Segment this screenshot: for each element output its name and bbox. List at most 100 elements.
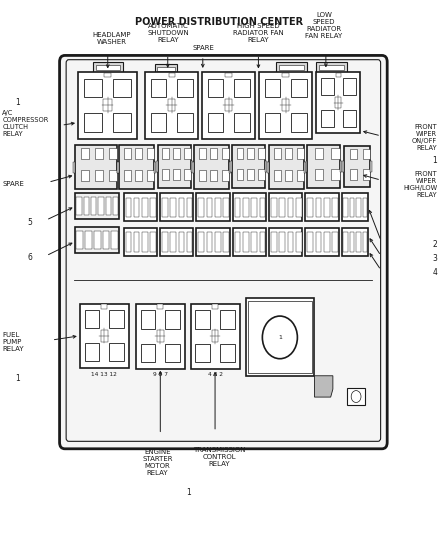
Bar (157, 330, 164, 342)
Bar (141, 310, 155, 328)
Text: 6: 6 (27, 254, 32, 262)
Bar (316, 198, 321, 217)
Bar (265, 78, 280, 97)
Text: 4: 4 (432, 269, 437, 277)
Bar (258, 148, 265, 159)
Bar (363, 232, 367, 252)
Bar (332, 232, 338, 252)
Bar (126, 198, 131, 217)
Bar (305, 161, 307, 172)
Bar (75, 227, 119, 253)
FancyBboxPatch shape (60, 55, 387, 449)
Bar (296, 198, 301, 217)
Bar (234, 78, 250, 97)
Bar (269, 228, 302, 256)
Text: 2: 2 (432, 240, 437, 248)
Bar (296, 232, 301, 252)
Bar (237, 169, 243, 180)
Bar (184, 148, 191, 159)
Bar (237, 148, 243, 159)
Bar (208, 114, 223, 132)
Bar (124, 171, 131, 181)
Bar (314, 169, 323, 180)
Bar (342, 228, 368, 256)
Bar (225, 99, 232, 111)
Bar (85, 343, 99, 361)
Bar (260, 232, 265, 252)
Bar (151, 114, 166, 132)
Bar (288, 232, 293, 252)
Bar (357, 232, 361, 252)
Text: 14 13 12: 14 13 12 (91, 372, 117, 376)
Bar (357, 198, 361, 217)
Bar (269, 145, 304, 189)
Bar (247, 148, 254, 159)
Bar (109, 148, 117, 159)
Text: 3: 3 (432, 254, 437, 263)
Bar (195, 310, 210, 328)
Bar (85, 230, 92, 249)
Bar (259, 72, 312, 139)
Bar (199, 171, 206, 181)
Bar (321, 110, 334, 127)
Bar (124, 228, 157, 256)
Bar (343, 110, 356, 127)
Bar (135, 171, 142, 181)
Bar (94, 230, 101, 249)
Text: SPARE: SPARE (193, 45, 215, 51)
Bar (212, 330, 219, 342)
Bar (134, 232, 139, 252)
Bar (220, 310, 235, 328)
Bar (168, 99, 175, 111)
Bar (98, 197, 103, 215)
Bar (324, 198, 329, 217)
Bar (154, 162, 156, 173)
Bar (282, 99, 289, 111)
Bar (177, 114, 193, 132)
Bar (343, 78, 356, 95)
Circle shape (262, 316, 297, 359)
Bar (223, 232, 229, 252)
Text: FRONT
WIPER
ON/OFF
RELAY: FRONT WIPER ON/OFF RELAY (412, 124, 437, 151)
Bar (155, 64, 177, 73)
Bar (291, 78, 307, 97)
Bar (162, 169, 169, 180)
Bar (336, 72, 341, 77)
Bar (226, 72, 232, 77)
Text: HIGH SPEED
RADIATOR FAN
RELAY: HIGH SPEED RADIATOR FAN RELAY (233, 22, 284, 43)
Bar (177, 78, 193, 97)
Bar (147, 148, 154, 159)
Bar (109, 171, 117, 181)
Bar (285, 148, 292, 159)
Text: TRANSMISSION
CONTROL
RELAY: TRANSMISSION CONTROL RELAY (193, 447, 245, 467)
Text: 1: 1 (278, 335, 282, 340)
Bar (279, 232, 285, 252)
Bar (160, 228, 193, 256)
Bar (343, 198, 348, 217)
Bar (84, 114, 102, 132)
Bar (350, 149, 357, 159)
Bar (195, 344, 210, 362)
Bar (271, 232, 276, 252)
Bar (113, 78, 131, 97)
Bar (230, 161, 232, 172)
Bar (162, 198, 167, 217)
Bar (162, 148, 169, 159)
Bar (260, 198, 265, 217)
Bar (274, 148, 281, 159)
Bar (101, 330, 108, 342)
Bar (321, 78, 334, 95)
Bar (165, 310, 180, 328)
Bar (307, 232, 313, 252)
Bar (265, 114, 280, 132)
Bar (187, 232, 192, 252)
Bar (207, 232, 212, 252)
Bar (342, 193, 368, 221)
Bar (109, 343, 124, 361)
Text: LOW
SPEED
RADIATOR
FAN RELAY: LOW SPEED RADIATOR FAN RELAY (305, 12, 343, 39)
Bar (258, 169, 265, 180)
Polygon shape (314, 376, 333, 397)
Text: FRONT
WIPER
HIGH/LOW
RELAY: FRONT WIPER HIGH/LOW RELAY (403, 172, 437, 198)
Bar (316, 232, 321, 252)
Bar (305, 228, 339, 256)
